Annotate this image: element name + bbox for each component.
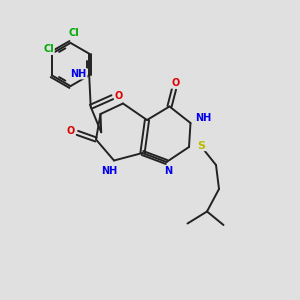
Text: Cl: Cl — [44, 44, 54, 54]
Text: NH: NH — [70, 69, 87, 79]
Text: O: O — [171, 78, 180, 88]
Text: Cl: Cl — [69, 28, 80, 38]
Text: N: N — [164, 166, 172, 176]
Text: NH: NH — [101, 166, 118, 176]
Text: O: O — [67, 126, 75, 136]
Text: S: S — [198, 140, 206, 151]
Text: O: O — [115, 91, 123, 101]
Text: NH: NH — [195, 113, 211, 124]
